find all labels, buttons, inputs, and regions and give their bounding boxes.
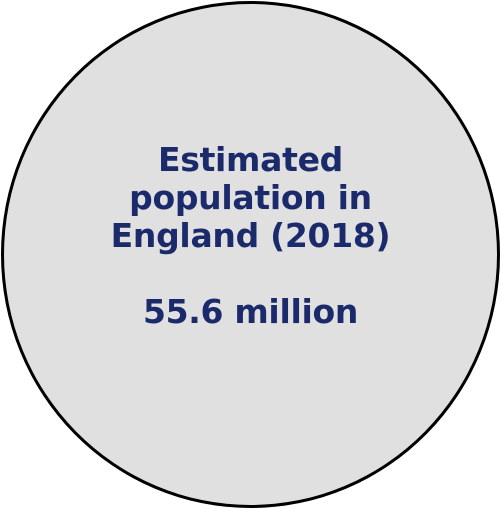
title-line-2: population in bbox=[129, 177, 372, 217]
population-value: 55.6 million bbox=[142, 291, 359, 331]
population-callout: Estimated population in England (2018) 5… bbox=[0, 141, 501, 331]
title-line-1: Estimated bbox=[157, 140, 343, 179]
title-line-3: England (2018) bbox=[110, 215, 391, 255]
